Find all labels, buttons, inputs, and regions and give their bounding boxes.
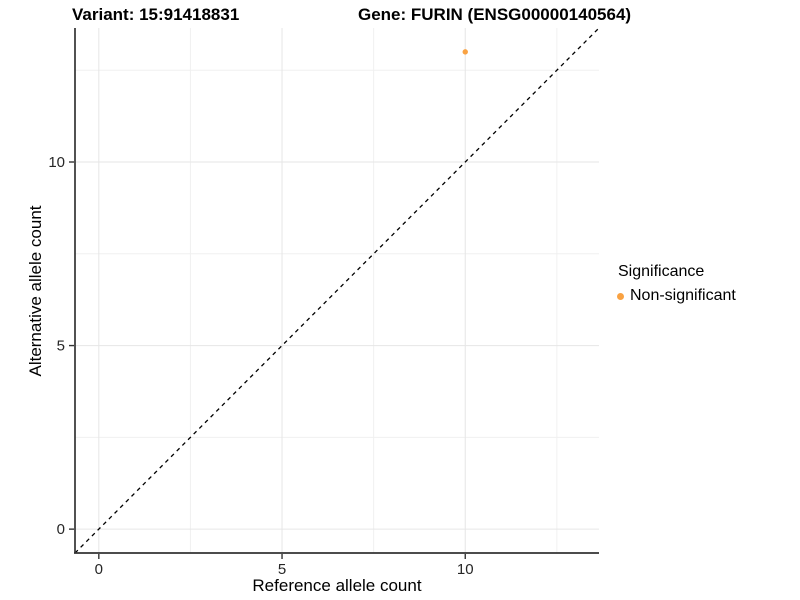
x-tick-label: 10: [457, 561, 474, 578]
plot-title-variant: Variant: 15:91418831: [72, 5, 240, 24]
x-tick-label: 5: [278, 561, 286, 578]
y-axis-label: Alternative allele count: [26, 205, 45, 377]
y-tick-label: 5: [57, 338, 65, 355]
x-tick-label: 0: [95, 561, 103, 578]
circle-icon: [617, 292, 624, 300]
x-axis-label: Reference allele count: [252, 576, 422, 595]
legend-item-label: Non-significant: [630, 287, 736, 304]
plot-title-gene: Gene: FURIN (ENSG00000140564): [358, 5, 632, 24]
identity-dashed-line: [74, 27, 600, 554]
y-tick-label: 0: [57, 521, 65, 538]
data-point: [462, 49, 468, 55]
legend-item: Non-significant: [616, 287, 736, 305]
legend-title: Significance: [618, 263, 705, 280]
legend: Significance Non-significant: [616, 262, 736, 305]
y-tick-label: 10: [48, 154, 65, 171]
